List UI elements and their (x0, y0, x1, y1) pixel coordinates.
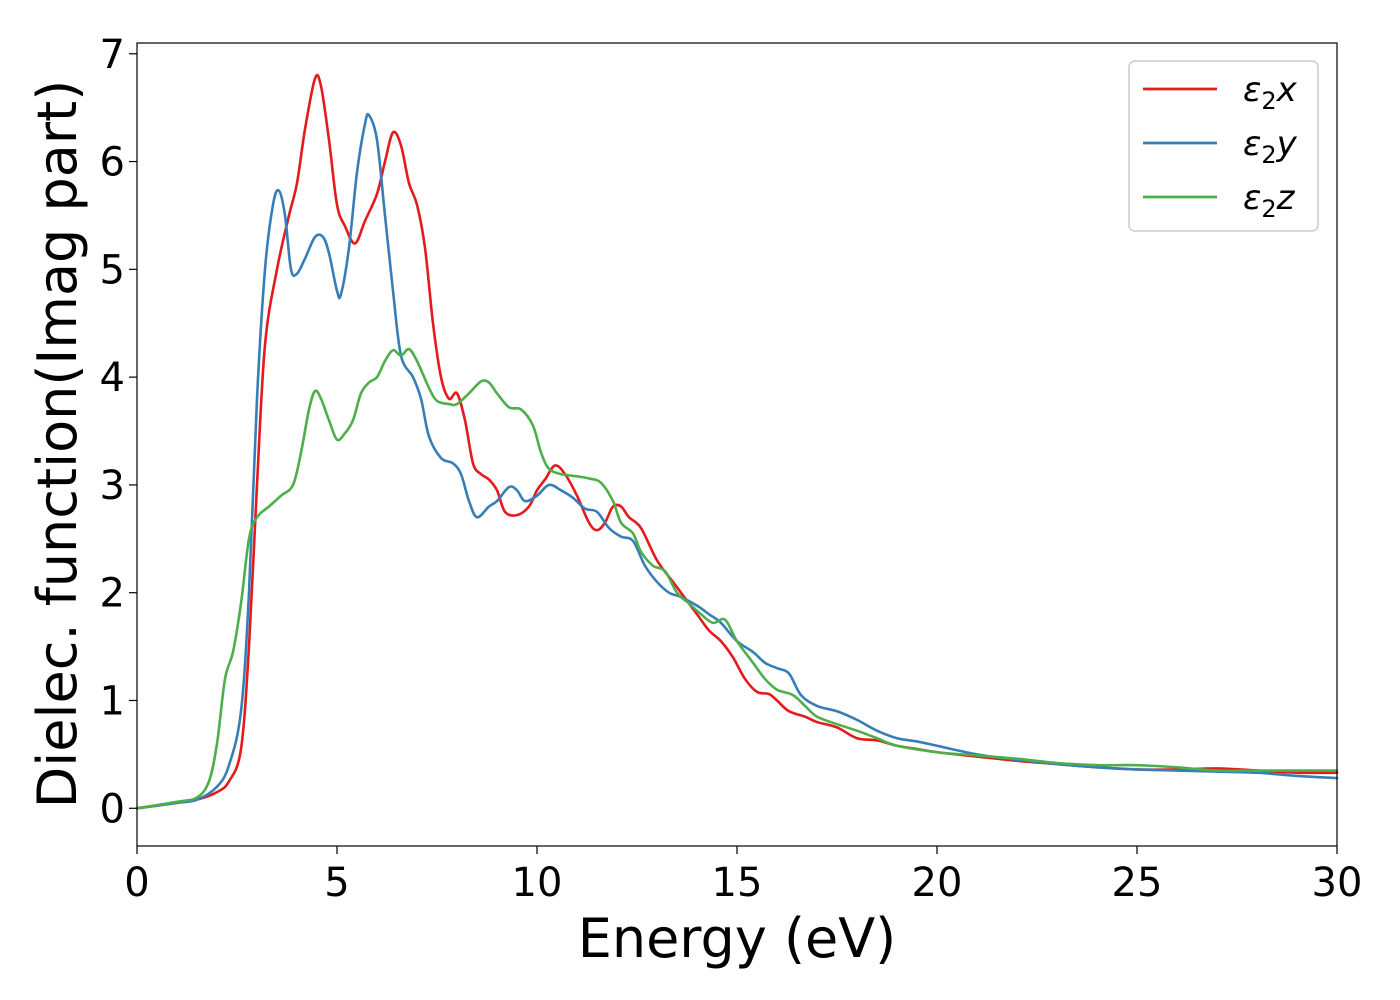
legend-label-x: ε2x (1243, 70, 1298, 115)
y-tick-label: 1 (100, 678, 125, 724)
series-line-y (135, 112, 1339, 810)
series-lines (135, 73, 1339, 810)
y-tick-label: 5 (100, 247, 125, 293)
y-tick-label: 0 (100, 786, 125, 832)
x-tick-label: 10 (512, 860, 563, 906)
x-tick-label: 25 (1112, 860, 1163, 906)
x-axis-ticks: 0 5 10 15 20 25 30 (124, 846, 1362, 906)
x-tick-label: 5 (324, 860, 349, 906)
x-tick-label: 30 (1312, 860, 1363, 906)
legend-label-y: ε2y (1243, 124, 1298, 169)
legend: ε2x ε2y ε2z (1128, 60, 1319, 232)
series-line-z (135, 347, 1339, 810)
legend-items: ε2x ε2y ε2z (1143, 70, 1298, 223)
x-tick-label: 20 (912, 860, 963, 906)
y-axis-ticks: 0 1 2 3 4 5 6 7 (100, 32, 137, 832)
y-tick-label: 6 (100, 140, 125, 186)
legend-label-z: ε2z (1243, 178, 1296, 223)
y-tick-label: 2 (100, 571, 125, 617)
y-tick-label: 7 (100, 32, 125, 78)
series-line-x (135, 73, 1339, 810)
y-tick-label: 4 (100, 355, 125, 401)
legend-frame (1128, 60, 1319, 232)
y-tick-label: 3 (100, 463, 125, 509)
x-tick-label: 0 (124, 860, 149, 906)
x-axis-title: Energy (eV) (578, 907, 897, 970)
y-axis-title: Dielec. function(Imag part) (26, 80, 89, 809)
x-tick-label: 15 (712, 860, 763, 906)
